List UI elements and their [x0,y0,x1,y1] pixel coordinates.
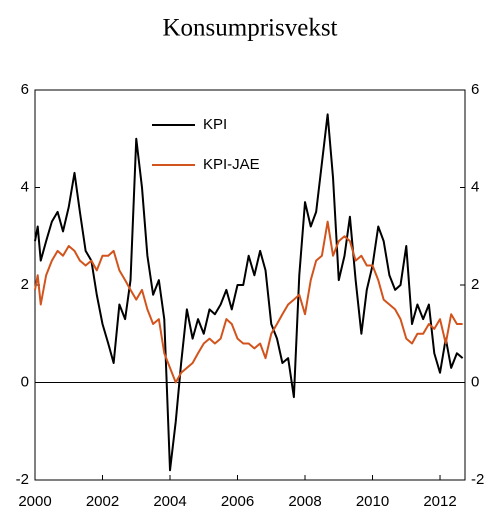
chart-title: Konsumprisvekst [163,15,338,42]
y2-tick-label: 6 [471,81,479,98]
y-tick-label: 2 [21,276,29,293]
x-tick-label: 2000 [18,493,51,510]
y-tick-label: 6 [21,81,29,98]
x-tick-label: 2010 [356,493,389,510]
x-tick-label: 2012 [423,493,456,510]
legend-label: KPI [203,116,227,133]
y-tick-label: -2 [16,471,29,488]
y-tick-label: 4 [21,178,29,195]
x-tick-label: 2006 [221,493,254,510]
y2-tick-label: 2 [471,276,479,293]
legend-label: KPI-JAE [203,156,260,173]
series-line [34,220,463,384]
y-tick-label: 0 [21,373,29,390]
x-tick-label: 2002 [86,493,119,510]
x-tick-label: 2008 [288,493,321,510]
y2-tick-label: -2 [471,471,484,488]
series-line [34,113,464,472]
x-tick-label: 2004 [153,493,186,510]
y2-tick-label: 4 [471,178,479,195]
y2-tick-label: 0 [471,373,479,390]
